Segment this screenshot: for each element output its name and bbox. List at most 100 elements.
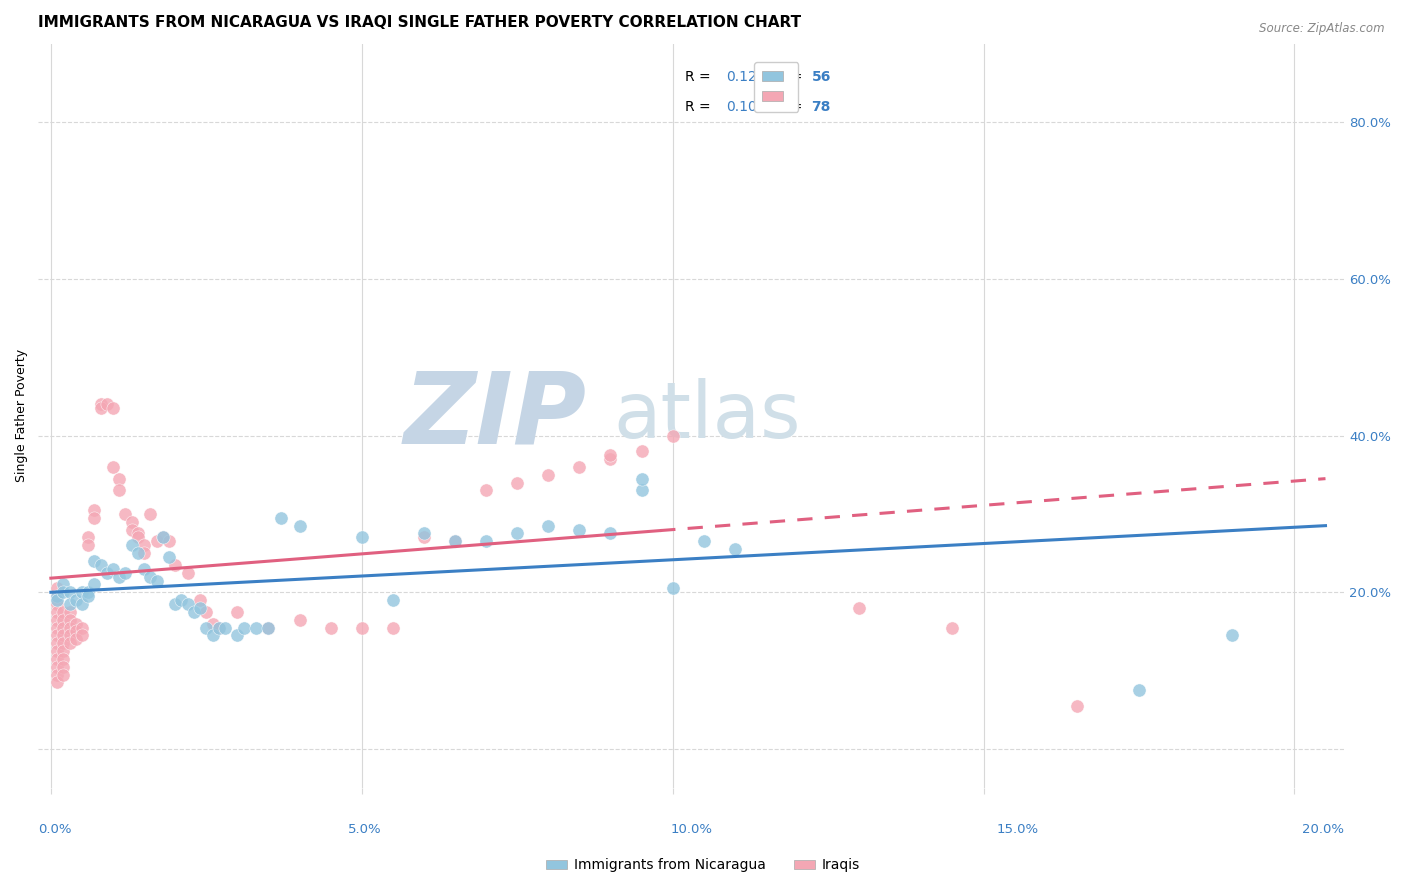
Text: 0.103: 0.103 — [727, 100, 766, 114]
Point — [145, 574, 167, 588]
Point — [65, 616, 87, 631]
Point — [101, 459, 124, 474]
Point — [46, 589, 69, 603]
Point — [58, 628, 80, 642]
Point — [413, 526, 436, 541]
Point — [630, 472, 652, 486]
Point — [46, 644, 69, 658]
Text: N =: N = — [776, 70, 807, 84]
Point — [599, 526, 621, 541]
Point — [108, 569, 131, 583]
Point — [444, 534, 467, 549]
Point — [537, 518, 560, 533]
Text: Source: ZipAtlas.com: Source: ZipAtlas.com — [1260, 22, 1385, 36]
Text: 0.0%: 0.0% — [38, 822, 72, 836]
Text: atlas: atlas — [613, 378, 800, 454]
Point — [630, 444, 652, 458]
Point — [77, 589, 100, 603]
Text: R =: R = — [685, 70, 714, 84]
Point — [319, 621, 342, 635]
Point — [46, 628, 69, 642]
Point — [188, 593, 211, 607]
Point — [245, 621, 267, 635]
Point — [90, 397, 112, 411]
Point — [52, 577, 75, 591]
Point — [176, 597, 198, 611]
Point — [537, 467, 560, 482]
Point — [1128, 683, 1150, 698]
Point — [114, 507, 136, 521]
Text: IMMIGRANTS FROM NICARAGUA VS IRAQI SINGLE FATHER POVERTY CORRELATION CHART: IMMIGRANTS FROM NICARAGUA VS IRAQI SINGL… — [38, 15, 801, 30]
Point — [208, 621, 231, 635]
Point — [134, 562, 156, 576]
Point — [288, 613, 311, 627]
Point — [226, 605, 249, 619]
Point — [127, 546, 149, 560]
Point — [661, 428, 683, 442]
Legend: , : , — [754, 62, 799, 112]
Point — [232, 621, 254, 635]
Point — [444, 534, 467, 549]
Point — [475, 483, 498, 498]
Point — [121, 515, 143, 529]
Point — [288, 518, 311, 533]
Point — [52, 636, 75, 650]
Point — [139, 569, 162, 583]
Point — [52, 659, 75, 673]
Point — [350, 621, 373, 635]
Point — [157, 534, 180, 549]
Point — [121, 523, 143, 537]
Point — [1066, 698, 1088, 713]
Point — [114, 566, 136, 580]
Point — [96, 397, 118, 411]
Point — [506, 526, 529, 541]
Point — [108, 472, 131, 486]
Point — [58, 597, 80, 611]
Point — [121, 538, 143, 552]
Point — [46, 659, 69, 673]
Point — [568, 459, 591, 474]
Point — [176, 566, 198, 580]
Point — [90, 558, 112, 572]
Point — [724, 542, 747, 557]
Point — [52, 613, 75, 627]
Point — [139, 507, 162, 521]
Y-axis label: Single Father Poverty: Single Father Poverty — [15, 350, 28, 483]
Point — [101, 401, 124, 416]
Point — [65, 593, 87, 607]
Point — [46, 621, 69, 635]
Point — [58, 585, 80, 599]
Point — [165, 597, 187, 611]
Point — [134, 546, 156, 560]
Point — [58, 605, 80, 619]
Text: N =: N = — [776, 100, 807, 114]
Text: 78: 78 — [811, 100, 831, 114]
Text: 10.0%: 10.0% — [671, 822, 713, 836]
Text: 15.0%: 15.0% — [997, 822, 1039, 836]
Point — [46, 613, 69, 627]
Point — [96, 566, 118, 580]
Point — [201, 616, 224, 631]
Point — [257, 621, 280, 635]
Point — [46, 667, 69, 681]
Point — [52, 621, 75, 635]
Text: 0.123: 0.123 — [727, 70, 766, 84]
Point — [693, 534, 716, 549]
Legend: Immigrants from Nicaragua, Iraqis: Immigrants from Nicaragua, Iraqis — [541, 853, 865, 878]
Point — [381, 621, 404, 635]
Point — [70, 585, 93, 599]
Point — [475, 534, 498, 549]
Point — [630, 483, 652, 498]
Point — [413, 530, 436, 544]
Point — [83, 511, 105, 525]
Point — [52, 644, 75, 658]
Point — [134, 538, 156, 552]
Point — [101, 562, 124, 576]
Point — [145, 534, 167, 549]
Point — [257, 621, 280, 635]
Point — [201, 628, 224, 642]
Text: 5.0%: 5.0% — [349, 822, 381, 836]
Point — [58, 613, 80, 627]
Point — [195, 621, 218, 635]
Point — [214, 621, 236, 635]
